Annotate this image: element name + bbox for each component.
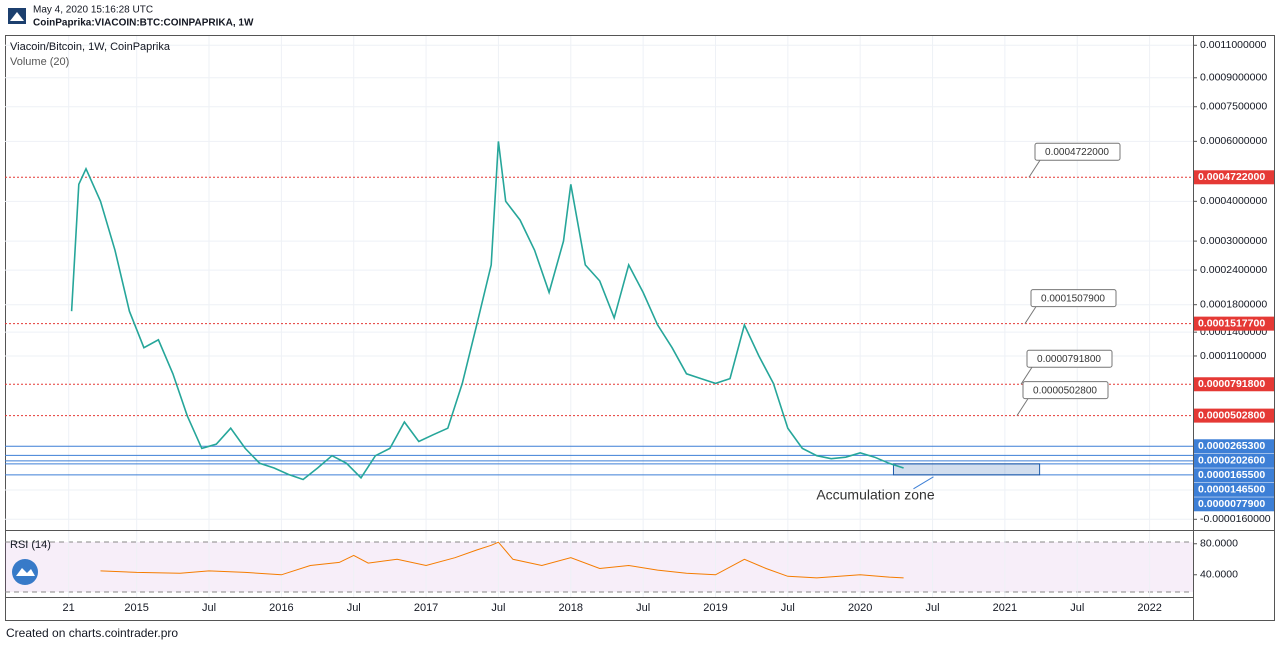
plot	[70, 141, 904, 579]
level-tag-label: 0.0000265300	[1198, 440, 1265, 452]
frame	[5, 35, 1275, 621]
level-tag-label: 0.0000502800	[1198, 409, 1265, 421]
callout-box	[1022, 381, 1109, 400]
callout-leader	[1020, 366, 1033, 385]
callout-box	[1034, 142, 1121, 161]
level-tag-label: 0.0004722000	[1198, 171, 1265, 183]
rsi-band	[5, 542, 1193, 592]
x-tick-label: 2018	[559, 602, 583, 614]
x-tick-label: 21	[63, 602, 75, 614]
series-line	[70, 141, 904, 481]
x-tick-label: 2017	[414, 602, 438, 614]
y-tick-label: 0.0004000000	[1200, 195, 1267, 207]
zone-label: Accumulation zone	[816, 487, 935, 503]
x-tick-label: Jul	[347, 602, 361, 614]
x-tick-label: Jul	[781, 602, 795, 614]
y-tick-label: 0.0001100000	[1200, 350, 1267, 362]
y-tick-label: 0.0006000000	[1200, 135, 1267, 147]
level-tag-label: 0.0000202600	[1198, 455, 1265, 467]
level-tag	[1194, 170, 1274, 185]
callout-label: 0.0001507900	[1041, 293, 1105, 304]
y-tick-label: 80.0000	[1200, 538, 1238, 550]
callout-leader	[1028, 160, 1041, 178]
callout-box	[1030, 289, 1117, 308]
x-tick-label: Jul	[926, 602, 940, 614]
x-tick-label: Jul	[636, 602, 650, 614]
zone	[892, 463, 1041, 476]
timestamp: May 4, 2020 15:16:28 UTC	[33, 5, 153, 16]
callout-box	[1026, 349, 1113, 368]
y-tick-label: -0.0000160000	[1200, 513, 1271, 525]
x-tick-label: 2022	[1137, 602, 1161, 614]
y-tick-label: 0.0011000000	[1200, 39, 1267, 51]
callout-label: 0.0000791800	[1037, 354, 1101, 365]
level-tag	[1194, 439, 1274, 454]
level-tag	[1194, 408, 1274, 423]
zone-arrow	[913, 476, 934, 490]
volume-label: Volume (20)	[10, 56, 69, 68]
callout-label: 0.0004722000	[1045, 147, 1109, 158]
y-tick-label: 0.0009000000	[1200, 72, 1267, 84]
y-tick-label: 0.0002400000	[1200, 264, 1267, 276]
x-tick-label: Jul	[491, 602, 505, 614]
x-tick-label: Jul	[202, 602, 216, 614]
level-tag	[1194, 497, 1274, 512]
footer: Created on charts.cointrader.pro	[6, 626, 178, 640]
x-tick-label: Jul	[1070, 602, 1084, 614]
x-tick-label: 2021	[993, 602, 1017, 614]
callout-leader	[1024, 306, 1037, 324]
y-tick-label: 40.0000	[1200, 569, 1238, 581]
y-tick-label: 0.0003000000	[1200, 235, 1267, 247]
y-tick-label: 0.0001800000	[1200, 298, 1267, 310]
callout-label: 0.0000502800	[1033, 385, 1097, 396]
level-tag-label: 0.0000077900	[1198, 498, 1265, 510]
x-tick-label: 2020	[848, 602, 872, 614]
x-tick-label: 2016	[269, 602, 293, 614]
grid	[5, 36, 1193, 597]
level-tag	[1194, 377, 1274, 392]
logo-mark	[10, 12, 24, 21]
x-tick-label: 2015	[124, 602, 148, 614]
level-tag	[1194, 316, 1274, 331]
x-tick-label: 2019	[703, 602, 727, 614]
y-tick-label: 0.0007500000	[1200, 101, 1267, 113]
level-tag	[1194, 468, 1274, 483]
watermark-mark	[16, 568, 35, 576]
symbol: CoinPaprika:VIACOIN:BTC:COINPAPRIKA, 1W	[33, 18, 254, 29]
callout-leader	[1016, 398, 1029, 416]
level-tag	[1194, 453, 1274, 468]
level-tag-label: 0.0000165500	[1198, 469, 1265, 481]
rsi-title: RSI (14)	[10, 539, 51, 551]
level-tag-label: 0.0001517700	[1198, 317, 1265, 329]
series-line	[100, 541, 904, 579]
level-tag	[1194, 482, 1274, 497]
chart-title: Viacoin/Bitcoin, 1W, CoinPaprika	[10, 41, 171, 53]
level-tag-label: 0.0000791800	[1198, 378, 1265, 390]
level-tag-label: 0.0000146500	[1198, 484, 1265, 496]
